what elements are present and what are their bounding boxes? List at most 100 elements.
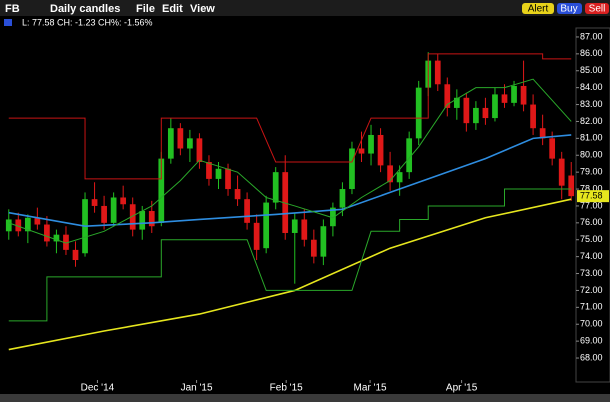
- candle-body: [206, 162, 212, 179]
- indicator-line: [8, 53, 572, 180]
- y-tick-label: 77.00: [580, 200, 603, 210]
- indicator-line: [8, 78, 572, 244]
- candle-body: [387, 165, 393, 183]
- menu-view[interactable]: View: [190, 3, 215, 15]
- candle-body: [148, 211, 155, 227]
- candle-body: [368, 134, 374, 154]
- candle-body: [568, 175, 575, 197]
- y-tick-label: 70.00: [580, 319, 603, 329]
- price-axis: [575, 27, 610, 383]
- candle-body: [72, 249, 79, 261]
- candle-body: [139, 211, 146, 230]
- candle-body: [5, 219, 12, 232]
- last-price-label: 77.58: [580, 191, 603, 201]
- y-tick-label: 69.00: [580, 336, 603, 346]
- candle-body: [282, 172, 289, 233]
- candle-body: [244, 199, 250, 223]
- y-tick-label: 76.00: [580, 217, 603, 227]
- candle-body: [330, 207, 336, 227]
- candle-body: [530, 104, 536, 129]
- y-tick-label: 82.00: [580, 116, 603, 126]
- candle-body: [301, 219, 308, 240]
- candle-body: [24, 217, 31, 232]
- chart-type[interactable]: Daily candles: [50, 3, 120, 15]
- candle-body: [234, 189, 241, 200]
- sell-label[interactable]: Sell: [589, 4, 606, 15]
- candle-body: [492, 94, 498, 119]
- candle-body: [120, 197, 127, 205]
- y-tick-label: 87.00: [580, 31, 603, 41]
- candle-body: [225, 168, 231, 190]
- candle-body: [453, 97, 460, 108]
- candle-body: [63, 234, 69, 250]
- sell-button[interactable]: [585, 3, 609, 14]
- candle-body: [263, 202, 270, 249]
- indicator-line: [8, 188, 572, 322]
- candle-body: [349, 148, 355, 190]
- candle-body: [396, 172, 403, 183]
- info-icon: [4, 19, 12, 26]
- candle-body: [158, 158, 165, 223]
- x-tick-label: Feb '15: [270, 383, 303, 394]
- candle-body: [415, 87, 422, 139]
- candle-body: [549, 138, 556, 159]
- candle-body: [34, 217, 41, 225]
- y-tick-label: 84.00: [580, 82, 603, 92]
- x-tick-label: Jan '15: [181, 383, 213, 394]
- alert-label[interactable]: Alert: [528, 4, 549, 15]
- x-tick-label: Dec '14: [81, 383, 115, 394]
- candle-body: [473, 107, 479, 124]
- candle-body: [53, 234, 60, 242]
- alert-button[interactable]: [522, 3, 554, 14]
- candle-body: [406, 138, 413, 173]
- menu-edit[interactable]: Edit: [162, 3, 183, 15]
- buy-label[interactable]: Buy: [560, 4, 577, 15]
- y-tick-label: 72.00: [580, 285, 603, 295]
- x-tick-label: Mar '15: [354, 383, 387, 394]
- buy-button[interactable]: [557, 3, 582, 14]
- candle-body: [110, 197, 117, 223]
- candle-body: [101, 205, 107, 223]
- candle-body: [215, 168, 222, 179]
- y-tick-label: 83.00: [580, 99, 603, 109]
- candle-body: [377, 134, 384, 166]
- candle-body: [558, 158, 565, 186]
- x-tick-label: Apr '15: [446, 383, 478, 394]
- y-tick-label: 80.00: [580, 150, 603, 160]
- y-tick-label: 81.00: [580, 133, 603, 143]
- candle-body: [15, 219, 22, 232]
- y-tick-label: 86.00: [580, 48, 603, 58]
- candle-body: [444, 84, 451, 108]
- menu-file[interactable]: File: [136, 3, 155, 15]
- indicator-line: [8, 134, 572, 228]
- candle-body: [253, 222, 260, 250]
- toolbar: [0, 0, 610, 16]
- y-tick-label: 85.00: [580, 65, 603, 75]
- y-tick-label: 79.00: [580, 167, 603, 177]
- y-tick-label: 71.00: [580, 302, 603, 312]
- candle-body: [539, 128, 546, 139]
- candle-body: [520, 85, 527, 105]
- candle-body: [44, 224, 50, 242]
- candle-body: [187, 138, 193, 149]
- candle-body: [91, 199, 98, 206]
- y-tick-label: 75.00: [580, 234, 603, 244]
- overview-strip: [0, 394, 610, 402]
- y-tick-label: 68.00: [580, 352, 603, 362]
- candle-body: [129, 204, 136, 230]
- candle-body: [463, 97, 470, 124]
- candle-body: [310, 239, 317, 257]
- candle-body: [434, 60, 441, 85]
- info-line: L: 77.58 CH: -1.23 CH%: -1.56%: [22, 17, 153, 27]
- symbol[interactable]: FB: [5, 3, 20, 15]
- candle-body: [358, 148, 365, 154]
- candle-body: [167, 128, 174, 159]
- last-price-box: [577, 190, 609, 203]
- candle-body: [511, 85, 517, 103]
- candle-body: [339, 189, 346, 208]
- candle-body: [196, 138, 203, 163]
- candle-body: [272, 172, 279, 203]
- indicator-line: [8, 198, 572, 351]
- candle-body: [501, 94, 508, 103]
